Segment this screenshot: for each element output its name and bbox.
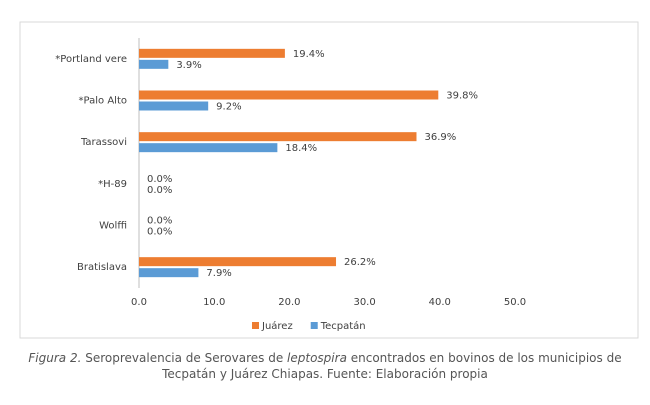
legend-swatch xyxy=(252,322,259,329)
x-tick-label: 40.0 xyxy=(429,297,451,308)
value-label: 19.4% xyxy=(293,49,325,60)
bar xyxy=(139,132,417,142)
bar xyxy=(139,101,209,111)
y-tick-label: *Palo Alto xyxy=(79,96,127,107)
y-tick-label: Bratislava xyxy=(77,262,127,273)
bar xyxy=(139,48,285,58)
caption-text: encontrados en bovinos de los municipios… xyxy=(162,351,622,381)
value-label: 39.8% xyxy=(446,91,478,102)
legend-label: Juárez xyxy=(261,320,293,332)
value-label: 26.2% xyxy=(344,257,376,268)
bar xyxy=(139,59,169,69)
y-tick-label: Wolffi xyxy=(99,221,127,232)
legend-swatch xyxy=(310,322,318,329)
legend-label: Tecpatán xyxy=(320,320,366,332)
value-label: 9.2% xyxy=(216,102,241,113)
caption-text: Seroprevalencia de Serovares de xyxy=(85,351,284,365)
value-label: 18.4% xyxy=(285,143,317,154)
value-label: 36.9% xyxy=(424,132,456,143)
chart: 0.0 10.0 20.0 30.0 40.0 50.0 *Portland vere 19.… xyxy=(19,21,639,339)
chart-frame xyxy=(19,21,639,339)
x-tick-label: 20.0 xyxy=(278,297,300,308)
bar xyxy=(139,268,199,278)
value-label: 0.0% xyxy=(147,227,172,238)
caption: Figura 2. Seroprevalencia de Serovares d… xyxy=(15,350,635,382)
bar xyxy=(139,90,439,100)
value-label: 7.9% xyxy=(206,268,231,279)
x-tick-label: 50.0 xyxy=(504,297,526,308)
caption-italic: leptospira xyxy=(287,351,347,365)
value-label: 0.0% xyxy=(147,216,172,227)
y-tick-label: *Portland vere xyxy=(55,54,127,65)
x-tick-label: 10.0 xyxy=(203,297,225,308)
value-label: 3.9% xyxy=(176,60,201,71)
x-tick-label: 0.0 xyxy=(131,297,147,308)
value-label: 0.0% xyxy=(147,185,172,196)
bar xyxy=(139,257,337,267)
caption-label: Figura 2. xyxy=(28,351,82,365)
y-tick-label: *H-89 xyxy=(98,179,127,190)
x-tick-label: 30.0 xyxy=(353,297,375,308)
y-tick-label: Tarassovi xyxy=(80,137,127,148)
bar xyxy=(139,143,278,153)
value-label: 0.0% xyxy=(147,174,172,185)
